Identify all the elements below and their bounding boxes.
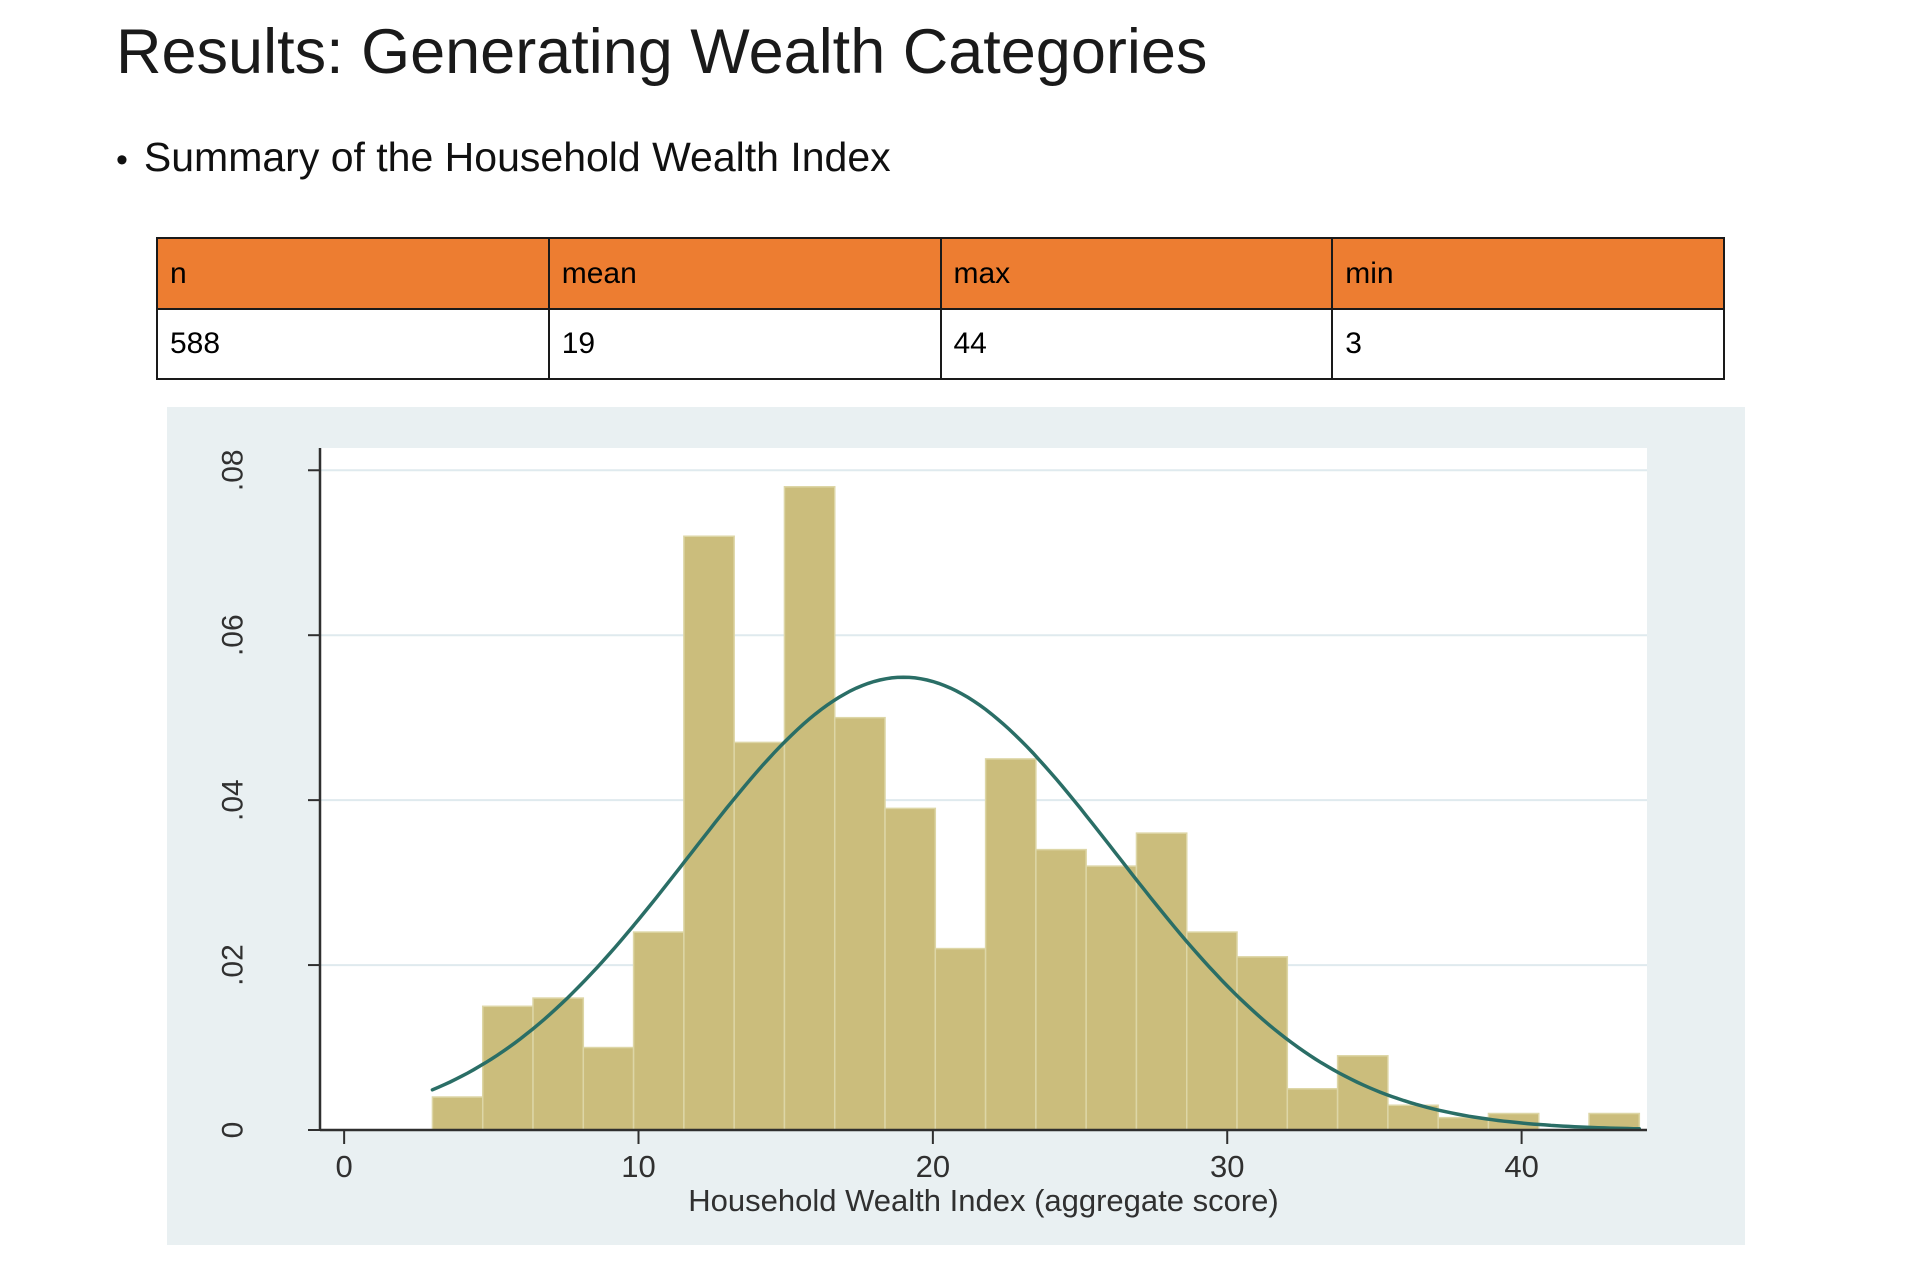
table-cell-n: 588 xyxy=(156,308,550,380)
svg-text:0: 0 xyxy=(336,1149,353,1184)
summary-table: n mean max min 588 19 44 3 xyxy=(156,237,1725,380)
table-cell-min: 3 xyxy=(1331,308,1725,380)
svg-text:10: 10 xyxy=(621,1149,655,1184)
svg-text:20: 20 xyxy=(916,1149,950,1184)
table-value-row: 588 19 44 3 xyxy=(156,308,1725,380)
table-cell-mean: 19 xyxy=(547,308,942,380)
svg-text:40: 40 xyxy=(1504,1149,1538,1184)
wealth-histogram-chart: 0 .02 .04 .06 .08 0 10 20 30 40 Household Wealth I… xyxy=(167,407,1745,1245)
bullet-item: • Summary of the Household Wealth Index xyxy=(116,134,891,186)
table-cell-max: 44 xyxy=(939,308,1334,380)
svg-text:.08: .08 xyxy=(217,449,250,491)
svg-text:.02: .02 xyxy=(217,944,250,986)
bullet-text: Summary of the Household Wealth Index xyxy=(143,134,891,180)
histogram-svg: 0 .02 .04 .06 .08 0 10 20 30 40 Household Wealth I… xyxy=(167,407,1745,1245)
svg-text:30: 30 xyxy=(1210,1149,1244,1184)
svg-text:.06: .06 xyxy=(217,614,250,656)
page-title: Results: Generating Wealth Categories xyxy=(116,17,1208,87)
table-header-mean: mean xyxy=(547,237,942,310)
svg-text:Household Wealth Index (aggreg: Household Wealth Index (aggregate score) xyxy=(688,1183,1279,1218)
table-header-min: min xyxy=(1331,237,1725,310)
bullet-icon: • xyxy=(116,141,128,179)
table-header-row: n mean max min xyxy=(156,237,1725,310)
table-header-max: max xyxy=(939,237,1334,310)
svg-text:.04: .04 xyxy=(216,779,249,821)
svg-text:0: 0 xyxy=(217,1122,250,1139)
table-header-n: n xyxy=(156,237,550,310)
